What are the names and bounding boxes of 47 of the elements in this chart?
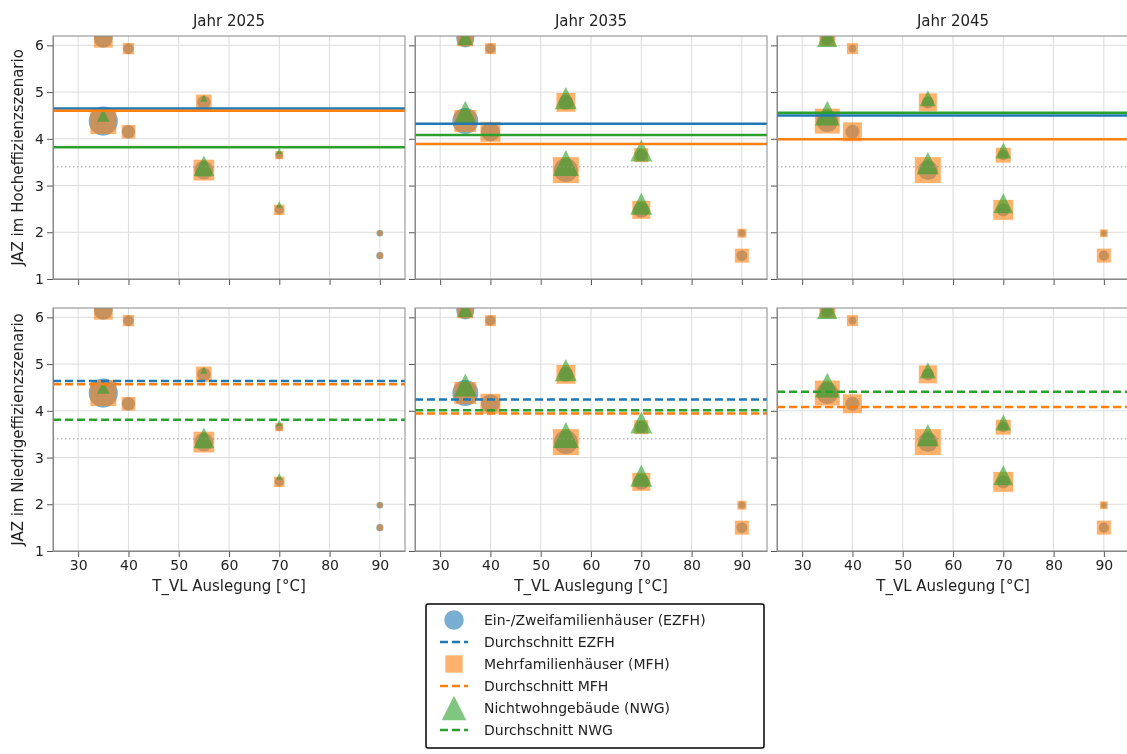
y-tick-label: 1 xyxy=(35,542,44,559)
y-tick-label: 3 xyxy=(35,449,44,466)
x-tick-label: 30 xyxy=(431,556,450,573)
chart-title: Jahr 2035 xyxy=(553,12,628,30)
x-tick-label: 60 xyxy=(220,556,239,573)
x-tick-label: 40 xyxy=(844,556,862,573)
y-tick-label: 4 xyxy=(35,402,45,419)
chart-title: Jahr 2045 xyxy=(915,12,990,30)
x-tick-label: 60 xyxy=(582,556,601,573)
chart-title: Jahr 2025 xyxy=(191,12,266,30)
y-axis-title: JAZ im Hocheffizienzszenario xyxy=(9,49,27,267)
x-tick-label: 70 xyxy=(994,556,1013,573)
x-tick-label: 50 xyxy=(532,556,551,573)
x-tick-label: 90 xyxy=(1095,556,1114,573)
x-tick-label: 80 xyxy=(321,556,339,573)
legend-label: Ein-/Zweifamilienhäuser (EZFH) xyxy=(484,612,706,628)
x-tick-label: 90 xyxy=(371,556,390,573)
x-tick-label: 70 xyxy=(270,556,289,573)
y-tick-label: 5 xyxy=(35,356,44,373)
y-tick-label: 6 xyxy=(35,37,45,54)
legend-label: Durchschnitt NWG xyxy=(484,722,613,738)
y-axis-title: JAZ im Niedrigeffizienzszenario xyxy=(9,313,27,547)
y-tick-label: 4 xyxy=(35,130,45,147)
y-tick-label: 2 xyxy=(35,224,44,241)
x-tick-label: 30 xyxy=(69,556,88,573)
x-tick-label: 80 xyxy=(683,556,701,573)
y-tick-label: 5 xyxy=(35,84,44,101)
x-tick-label: 60 xyxy=(944,556,963,573)
x-tick-label: 40 xyxy=(482,556,500,573)
x-tick-label: 50 xyxy=(170,556,189,573)
legend-label: Durchschnitt MFH xyxy=(484,678,609,694)
y-tick-label: 1 xyxy=(35,270,44,287)
x-tick-label: 70 xyxy=(632,556,651,573)
x-axis-title: T_VL Auslegung [°C] xyxy=(875,577,1030,596)
x-tick-label: 50 xyxy=(894,556,913,573)
y-tick-label: 2 xyxy=(35,496,44,513)
x-tick-label: 40 xyxy=(120,556,138,573)
x-axis-title: T_VL Auslegung [°C] xyxy=(513,577,668,596)
legend-label: Mehrfamilienhäuser (MFH) xyxy=(484,656,670,672)
y-tick-label: 6 xyxy=(35,309,45,326)
x-tick-label: 30 xyxy=(793,556,812,573)
legend-label: Nichtwohngebäude (NWG) xyxy=(484,700,671,716)
x-axis-title: T_VL Auslegung [°C] xyxy=(151,577,306,596)
x-tick-label: 80 xyxy=(1045,556,1063,573)
legend-label: Durchschnitt EZFH xyxy=(484,634,615,650)
y-tick-label: 3 xyxy=(35,177,44,194)
x-tick-label: 90 xyxy=(733,556,752,573)
